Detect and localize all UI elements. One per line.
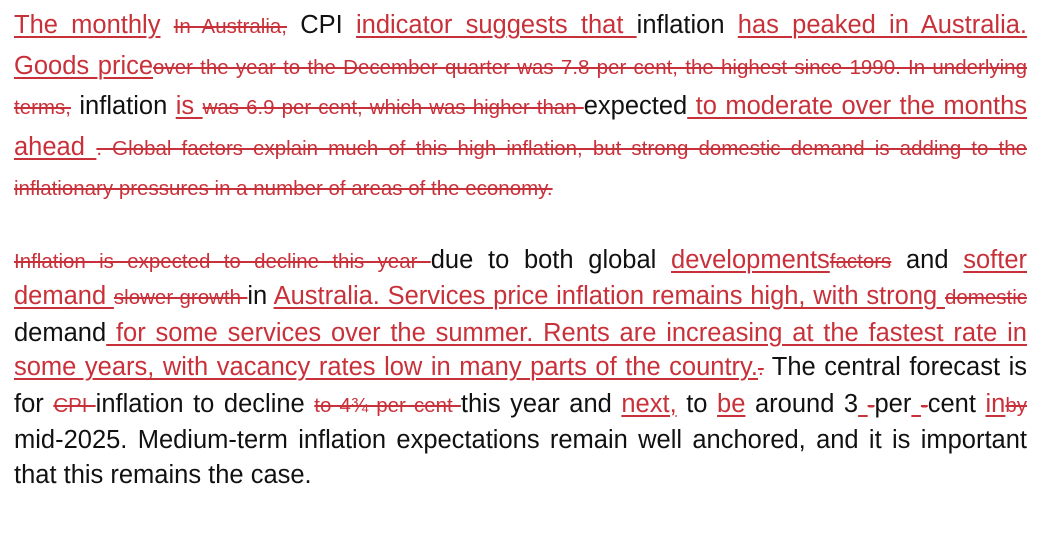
inserted-text: be: [717, 389, 746, 418]
body-text: expected: [583, 92, 688, 120]
body-text: around 3: [745, 389, 859, 418]
inserted-text: [858, 390, 868, 418]
body-text: demand: [14, 318, 107, 347]
deleted-text: CPI: [53, 393, 96, 417]
body-text: this year and: [460, 389, 622, 418]
inserted-text: in: [985, 389, 1006, 418]
deleted-text: over the year to the December quarter wa…: [14, 55, 1027, 120]
inserted-text: [911, 390, 921, 418]
deleted-text: In Australia,: [173, 15, 287, 38]
body-text: CPI: [286, 11, 356, 39]
body-text: due to both global: [430, 245, 672, 274]
body-text: The central forecast is for: [14, 353, 1027, 418]
deleted-text: was 6.9 per cent, which was higher than: [202, 96, 584, 119]
inserted-text: indicator suggests that: [355, 11, 637, 39]
paragraph-2: Inflation is expected to decline this ye…: [14, 243, 1027, 493]
body-text: cent: [927, 389, 986, 418]
inserted-text: for some services over the summer. Rents…: [14, 318, 1027, 382]
body-text: inflation: [70, 92, 176, 120]
deleted-text: .: [758, 357, 764, 380]
inserted-text: Australia. Services price inflation rema…: [273, 282, 945, 310]
inserted-text: softer demand: [14, 245, 1028, 311]
body-text: to: [676, 389, 718, 418]
paragraph-1: The monthly In Australia, CPI indicator …: [14, 6, 1027, 209]
deleted-text: Inflation is expected to decline this ye…: [14, 249, 431, 273]
deleted-text: slower growth: [113, 286, 248, 309]
deleted-text: to 4¾ per cent: [314, 393, 461, 417]
body-text: inflation: [636, 11, 738, 39]
deleted-text: -: [867, 393, 875, 417]
inserted-text: to moderate over the months ahead: [14, 92, 1028, 161]
deleted-text: domestic: [944, 286, 1027, 309]
body-text: in: [247, 282, 274, 310]
body-text: mid-2025. Medium-term inflation expectat…: [14, 426, 1027, 489]
deleted-text: . Global factors explain much of this hi…: [14, 136, 1027, 201]
deleted-text: -: [920, 393, 928, 417]
deleted-text: factors: [829, 249, 892, 273]
body-text: [160, 11, 173, 39]
inserted-text: has peaked in Australia. Goods price: [14, 11, 1028, 80]
body-text: per: [874, 389, 912, 418]
body-text: and: [891, 245, 964, 274]
inserted-text: developments: [671, 245, 830, 274]
deleted-text: by: [1005, 393, 1028, 417]
document-body: The monthly In Australia, CPI indicator …: [14, 6, 1027, 492]
inserted-text: next,: [621, 389, 677, 418]
inserted-text: is: [175, 92, 203, 120]
body-text: inflation to decline: [95, 389, 315, 418]
inserted-text: The monthly: [14, 11, 161, 39]
